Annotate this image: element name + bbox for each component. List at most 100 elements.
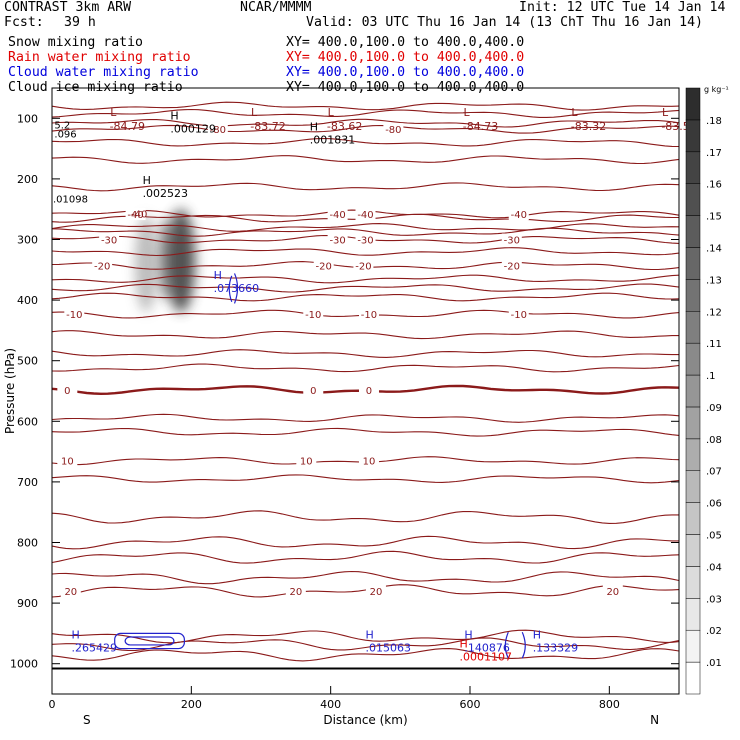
colorbar-swatch bbox=[685, 661, 701, 695]
contour-label: -20 bbox=[355, 262, 371, 273]
max-label-H: H bbox=[366, 628, 374, 641]
contour-label-bg bbox=[327, 208, 348, 221]
min-label-L: L bbox=[463, 106, 470, 119]
colorbar-tick-label: .07 bbox=[706, 467, 722, 478]
colorbar-tick-label: .17 bbox=[706, 148, 722, 159]
contour-label-bg bbox=[285, 584, 306, 597]
contour-label: -30 bbox=[357, 236, 373, 247]
contour-line bbox=[52, 137, 679, 148]
min-label-L: L bbox=[571, 106, 578, 119]
contour-line bbox=[52, 629, 679, 644]
max-label-value: .265429 bbox=[72, 641, 118, 654]
contour-label: 10 bbox=[363, 457, 376, 468]
contour-line bbox=[52, 155, 679, 165]
contour-label: 0 bbox=[64, 386, 70, 397]
field-name-snow: Snow mixing ratio bbox=[8, 35, 143, 50]
contour-label: -20 bbox=[504, 262, 520, 273]
colorbar-tick-label: .03 bbox=[706, 594, 722, 605]
x-axis-title: Distance (km) bbox=[323, 713, 407, 727]
colorbar-swatch bbox=[685, 151, 701, 184]
y-tick-label: 800 bbox=[17, 537, 38, 550]
colorbar-unit: g kg⁻¹ bbox=[704, 85, 729, 94]
contour-label: -80 bbox=[210, 125, 226, 136]
colorbar-tick-label: .18 bbox=[706, 116, 722, 127]
colorbar-tick-label: .15 bbox=[706, 212, 722, 223]
contour-label: 10 bbox=[61, 457, 74, 468]
contour-label-bg bbox=[602, 584, 623, 597]
y-tick-label: 1000 bbox=[10, 658, 38, 671]
contour-label-bg bbox=[296, 454, 317, 467]
contour-label: -30 bbox=[329, 236, 345, 247]
colorbar-swatch bbox=[685, 311, 701, 344]
contour-label: -10 bbox=[305, 310, 321, 321]
contour-label-bg bbox=[64, 308, 85, 321]
contour-20 bbox=[52, 584, 679, 598]
contour-label-bg bbox=[508, 308, 529, 321]
edge-label: .01098 bbox=[53, 194, 88, 205]
min-label-value: -84.73 bbox=[463, 120, 498, 133]
contour-label-bg bbox=[508, 208, 529, 221]
contour-label: -10 bbox=[511, 310, 527, 321]
y-tick-label: 700 bbox=[17, 476, 38, 489]
edge-label: .096 bbox=[54, 129, 76, 140]
colorbar-swatch bbox=[685, 502, 701, 535]
contour-label: -30 bbox=[504, 236, 520, 247]
contour-label: -80 bbox=[385, 125, 401, 136]
cloud-water-contour bbox=[114, 632, 185, 650]
contour-line bbox=[52, 223, 679, 232]
colorbar-tick-label: .11 bbox=[706, 339, 722, 350]
contour--80 bbox=[52, 124, 679, 134]
colorbar-tick-label: .1 bbox=[706, 371, 716, 382]
max-label-value: .002523 bbox=[143, 187, 189, 200]
max-label-H: H bbox=[533, 628, 541, 641]
contour-label-bg bbox=[355, 208, 376, 221]
colorbar-tick-label: .04 bbox=[706, 562, 722, 573]
y-tick-label: 100 bbox=[17, 112, 38, 125]
colorbar-swatch bbox=[685, 215, 701, 248]
max-label-value: .0001107 bbox=[460, 650, 513, 663]
contour-line bbox=[52, 349, 679, 358]
contour-label-bg bbox=[57, 383, 78, 396]
colorbar-swatch bbox=[685, 438, 701, 471]
min-label-L: L bbox=[110, 106, 117, 119]
min-label-value: -84.79 bbox=[110, 120, 145, 133]
contour-label-bg bbox=[358, 454, 379, 467]
y-axis-title: Pressure (hPa) bbox=[3, 348, 17, 434]
contour-label-bg bbox=[327, 233, 348, 246]
contour-label: -30 bbox=[101, 236, 117, 247]
contour-label-bg bbox=[57, 454, 78, 467]
colorbar-swatch bbox=[685, 629, 701, 663]
max-label-H: H bbox=[310, 120, 318, 133]
contour-label: -10 bbox=[361, 310, 377, 321]
cloud-water-contour-inner bbox=[124, 636, 175, 646]
field-xy-cloud-water: XY= 400.0,100.0 to 400.0,400.0 bbox=[286, 65, 525, 80]
colorbar-swatch bbox=[685, 87, 701, 121]
y-tick-label: 400 bbox=[17, 294, 38, 307]
y-tick-label: 300 bbox=[17, 234, 38, 247]
contour-label-bg bbox=[358, 383, 379, 396]
max-label-value: .015063 bbox=[366, 641, 412, 654]
x-tick-label: 800 bbox=[599, 698, 620, 711]
snow-band-0 bbox=[134, 215, 158, 313]
contour-label-bg bbox=[501, 233, 522, 246]
contour-label: -20 bbox=[94, 262, 110, 273]
contour-label: -10 bbox=[66, 310, 82, 321]
colorbar-tick-label: .09 bbox=[706, 403, 722, 414]
contour-line bbox=[52, 570, 679, 585]
colorbar-swatch bbox=[685, 534, 701, 567]
contour-label-bg bbox=[99, 233, 120, 246]
contour-label: 10 bbox=[300, 457, 313, 468]
forecast-label: Fcst: bbox=[4, 15, 44, 30]
colorbar-tick-label: .12 bbox=[706, 307, 722, 318]
colorbar-swatch bbox=[685, 119, 701, 153]
x-tick-label: 0 bbox=[49, 698, 56, 711]
contour-label: 20 bbox=[64, 587, 77, 598]
contour-label: 0 bbox=[310, 386, 316, 397]
max-label-value: .000129 bbox=[170, 123, 216, 136]
contour-line bbox=[52, 283, 679, 293]
colorbar-tick-label: .13 bbox=[706, 275, 722, 286]
contour-line bbox=[52, 648, 679, 662]
min-label-value: -83.72 bbox=[250, 120, 285, 133]
forecast-hour: 39 h bbox=[64, 15, 96, 30]
contour-label: 20 bbox=[289, 587, 302, 598]
